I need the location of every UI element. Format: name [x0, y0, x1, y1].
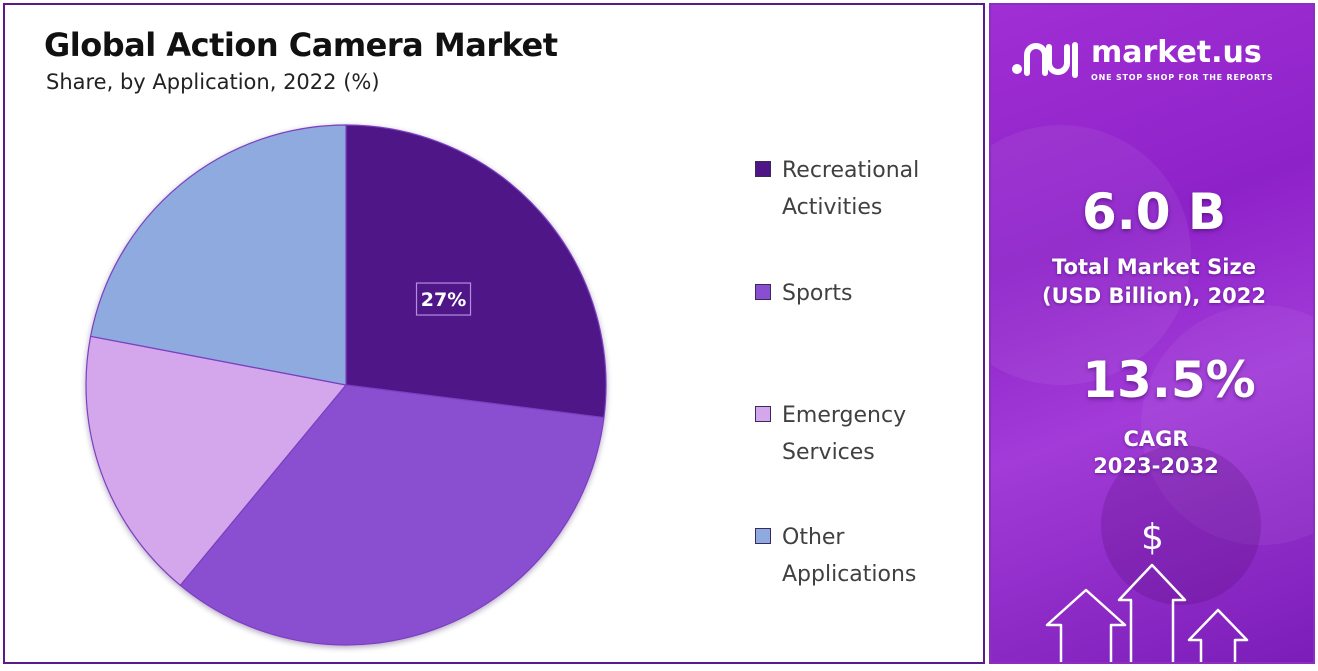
market-size-value: 6.0 B — [1081, 183, 1227, 241]
cagr-label: CAGR — [1123, 427, 1189, 451]
cagr-period: 2023-2032 — [1093, 454, 1219, 478]
pie-slice-emergency-services — [85, 335, 348, 587]
pie-chart: 27% — [85, 124, 607, 646]
legend-swatch — [755, 161, 771, 177]
pie-slice-other-applications — [89, 124, 347, 386]
cagr-value: 13.5% — [1082, 351, 1256, 409]
legend-label: Sports — [782, 281, 853, 306]
legend-label: Recreational Activities — [782, 158, 920, 220]
legend-swatch — [755, 284, 771, 300]
pie-slice-sports — [179, 384, 605, 646]
dollar-icon: $ — [1141, 517, 1164, 558]
summary-panel: market.us ONE STOP SHOP FOR THE REPORTS … — [989, 3, 1315, 664]
data-label-box — [415, 282, 472, 316]
market-us-logo-icon — [1012, 42, 1078, 78]
legend-label: Other Applications — [782, 525, 917, 587]
chart-title: Global Action Camera Market — [44, 26, 558, 64]
legend-swatch — [755, 406, 771, 422]
growth-arrows-icon — [1045, 563, 1249, 662]
market-size-label-line2: (USD Billion), 2022 — [1041, 284, 1267, 308]
brand-name: market.us — [1091, 35, 1262, 70]
pie-slice-recreational-activities — [345, 124, 607, 419]
market-size-label-line1: Total Market Size — [1052, 255, 1256, 279]
brand-tagline: ONE STOP SHOP FOR THE REPORTS — [1091, 73, 1274, 82]
legend-label: Emergency Services — [782, 403, 907, 465]
data-label: 27% — [421, 289, 466, 311]
legend-swatch — [755, 528, 771, 544]
chart-subtitle: Share, by Application, 2022 (%) — [46, 70, 380, 94]
